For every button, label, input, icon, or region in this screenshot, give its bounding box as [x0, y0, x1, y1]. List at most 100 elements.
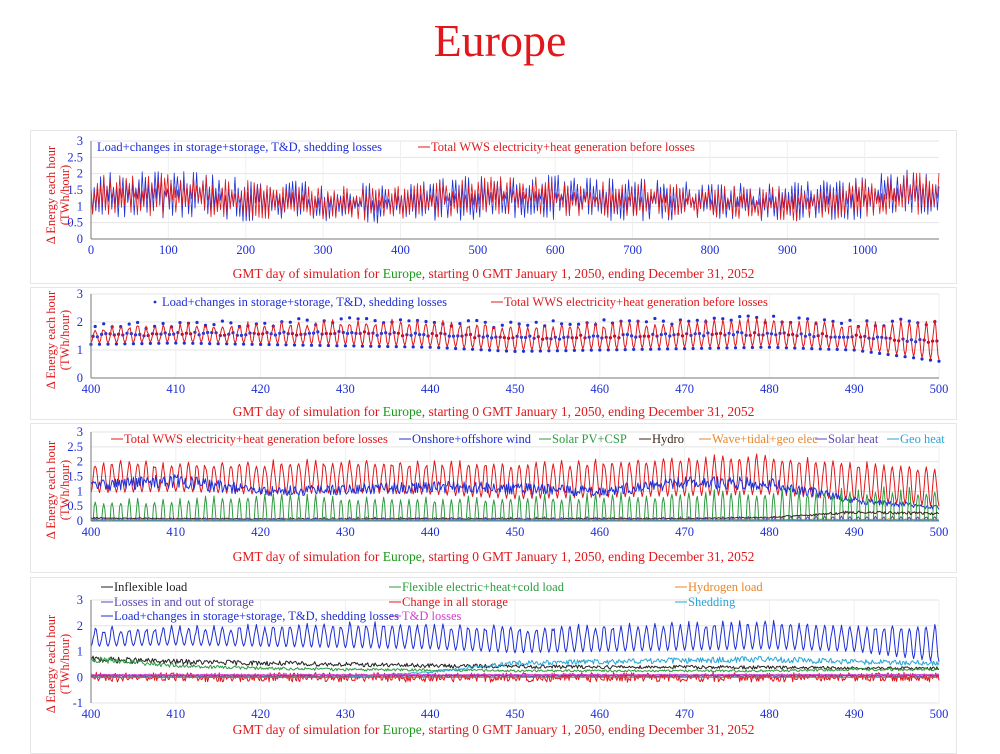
data-point [267, 342, 271, 347]
data-point [755, 315, 759, 320]
data-point [844, 348, 848, 352]
y-tick-label: 1 [77, 199, 83, 213]
data-point [343, 344, 347, 348]
chart-svg: 0 0.5 1 1.5 2 2.5 3 0 100 200 300 400 500 600 700 800 90… [67, 134, 940, 257]
data-point [394, 345, 398, 349]
data-point [242, 342, 246, 346]
x-tick-label: 1000 [852, 243, 877, 257]
x-axis-caption: GMT day of simulation for Europe, starti… [31, 722, 956, 738]
data-point [725, 346, 729, 350]
data-point [373, 319, 377, 323]
series-line [90, 619, 940, 662]
data-point [581, 348, 585, 352]
y-tick-label: 0 [77, 371, 83, 385]
x-tick-label: 800 [701, 243, 720, 257]
y-tick-label: 2.5 [67, 440, 83, 454]
data-point [420, 345, 424, 349]
data-point [589, 348, 593, 352]
x-tick-label: 490 [845, 707, 864, 721]
x-tick-label: 500 [930, 382, 949, 396]
x-tick-label: 450 [506, 707, 525, 721]
data-point [627, 319, 632, 323]
data-point [199, 341, 203, 345]
data-point [437, 346, 441, 350]
data-point [547, 349, 551, 353]
y-axis-label-line1: Δ Energy each hour [44, 440, 58, 540]
data-point [598, 348, 602, 352]
x-tick-label: 440 [421, 707, 440, 721]
data-point [136, 320, 140, 325]
data-point [339, 317, 343, 321]
series-inflexible-load [90, 655, 940, 671]
x-tick-label: 470 [675, 707, 694, 721]
data-point [555, 349, 560, 353]
data-point [861, 349, 865, 353]
data-point [102, 322, 106, 326]
series-line [90, 655, 940, 671]
legend-label: Total WWS electricity+heat generation be… [431, 140, 695, 154]
series-line [90, 674, 940, 677]
legend-label: Solar PV+CSP [552, 432, 627, 446]
data-point [352, 344, 356, 348]
y-tick-label: 2 [77, 167, 83, 181]
data-point [649, 347, 653, 351]
data-point [301, 343, 305, 347]
legend: Total WWS electricity+heat generation be… [111, 432, 945, 446]
y-tick-label: 3 [77, 134, 83, 148]
y-tick-label: -1 [73, 696, 83, 710]
x-caption-prefix: GMT day of simulation for [232, 722, 383, 737]
legend-label: Wave+tidal+geo elec [712, 432, 818, 446]
data-point [776, 345, 780, 350]
data-point [784, 346, 789, 350]
legend-label: Hydro [652, 432, 684, 446]
data-point [276, 343, 280, 347]
data-point [288, 320, 292, 324]
x-tick-label: 400 [82, 525, 101, 539]
data-point [521, 349, 526, 353]
data-point [114, 342, 118, 346]
data-point [208, 342, 212, 346]
data-point [411, 345, 415, 349]
x-tick-label: 410 [166, 525, 185, 539]
data-point [127, 322, 131, 326]
legend-label: Hydrogen load [688, 580, 763, 594]
plot-area [90, 619, 940, 683]
x-tick-label: 450 [506, 525, 525, 539]
data-point [432, 320, 436, 325]
data-point [695, 318, 699, 322]
data-point [742, 346, 746, 350]
data-point [369, 344, 373, 348]
data-point [644, 320, 649, 324]
legend-label: Load+changes in storage+storage, T&D, sh… [114, 609, 399, 623]
x-tick-label: 480 [760, 707, 779, 721]
x-caption-region: Europe [382, 722, 422, 737]
data-point [471, 347, 475, 351]
data-point [462, 347, 466, 351]
legend-label: Flexible electric+heat+cold load [402, 580, 565, 594]
y-tick-label: 2 [77, 315, 83, 329]
series-line [90, 317, 940, 360]
legend: Load+changes in storage+storage, T&D, sh… [153, 295, 768, 309]
page-title: Europe [433, 15, 567, 66]
data-point [377, 344, 381, 348]
y-tick-label: 2 [77, 455, 83, 469]
x-caption-prefix: GMT day of simulation for [232, 404, 383, 419]
data-point [97, 342, 102, 346]
data-point [131, 342, 135, 346]
x-tick-label: 700 [623, 243, 642, 257]
data-point [746, 314, 750, 318]
data-point [572, 348, 577, 352]
y-axis-label-line1: Δ Energy each hour [44, 614, 58, 714]
legend-label: Total WWS electricity+heat generation be… [124, 432, 388, 446]
data-point [810, 347, 814, 351]
data-point [767, 345, 772, 349]
data-point [509, 320, 513, 324]
series-line [90, 453, 940, 507]
data-point [657, 347, 661, 351]
x-tick-label: 0 [88, 243, 94, 257]
series-losses-in-and-out-of-storage [90, 674, 940, 677]
data-point [716, 346, 721, 350]
data-point [335, 344, 339, 348]
x-tick-label: 400 [391, 243, 410, 257]
y-tick-label: 3 [77, 287, 83, 301]
